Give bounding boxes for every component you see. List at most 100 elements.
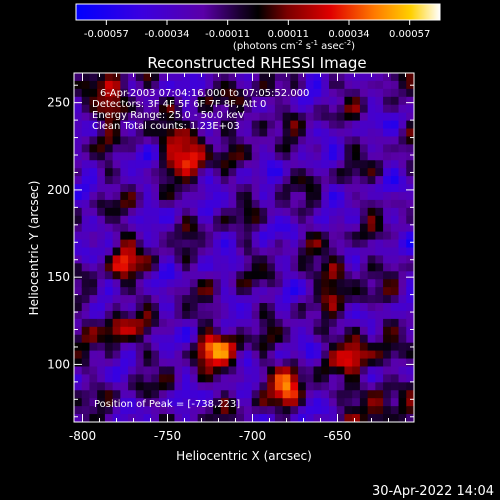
heatmap-cell [220, 390, 230, 399]
heatmap-cell [336, 366, 346, 376]
heatmap-cell [359, 136, 369, 145]
heatmap-cell [120, 406, 129, 415]
heatmap-cell [112, 287, 121, 296]
heatmap-cell [390, 279, 400, 288]
heatmap-cell [205, 223, 214, 233]
heatmap-cell [359, 326, 369, 336]
heatmap-cell [81, 199, 91, 209]
heatmap-cell [336, 318, 346, 328]
heatmap-cell [336, 112, 346, 122]
heatmap-cell [151, 295, 160, 304]
heatmap-cell [359, 96, 369, 106]
heatmap-cell [305, 144, 315, 153]
heatmap-cell [251, 326, 261, 336]
heatmap-cell [367, 152, 376, 161]
heatmap-cell [274, 152, 284, 161]
heatmap-cell [182, 199, 191, 209]
heatmap-cell [228, 80, 237, 90]
heatmap-cell [236, 366, 245, 376]
heatmap-cell [166, 374, 176, 383]
heatmap-cell [313, 342, 322, 352]
heatmap-cell [313, 215, 322, 225]
heatmap-cell [282, 184, 291, 193]
heatmap-cell [213, 104, 222, 114]
heatmap-cell [282, 374, 291, 383]
heatmap-cell [128, 414, 137, 422]
heatmap-cell [244, 390, 253, 399]
heatmap-cell [143, 128, 152, 138]
heatmap-cell [298, 239, 307, 249]
heatmap-cell [305, 374, 315, 383]
heatmap-cell [159, 310, 168, 320]
heatmap-cell [166, 271, 176, 280]
heatmap-cell [112, 255, 121, 264]
heatmap-cell [197, 176, 206, 185]
heatmap-cell [135, 199, 145, 209]
heatmap-cell [174, 88, 183, 98]
heatmap-cell [375, 184, 384, 193]
heatmap-cell [298, 80, 307, 90]
heatmap-cell [398, 231, 407, 241]
heatmap-cell [305, 96, 315, 106]
heatmap-cell [313, 144, 322, 153]
heatmap-cell [166, 382, 176, 391]
heatmap-cell [120, 112, 129, 122]
heatmap-cell [151, 414, 160, 422]
heatmap-cell [89, 80, 98, 90]
heatmap-cell [244, 80, 253, 90]
heatmap-cell [329, 144, 338, 153]
heatmap-cell [352, 382, 361, 391]
heatmap-cell [329, 152, 338, 161]
heatmap-cell [189, 112, 199, 122]
heatmap-cell [329, 303, 338, 312]
heatmap-cell [228, 342, 237, 352]
heatmap-cell [359, 271, 369, 280]
heatmap-cell [197, 295, 206, 304]
heatmap-cell [390, 382, 400, 391]
heatmap-cell [329, 191, 338, 201]
heatmap-cell [112, 136, 121, 145]
heatmap-cell [244, 191, 253, 201]
heatmap-cell [359, 279, 369, 288]
heatmap-cell [313, 358, 322, 368]
heatmap-cell [213, 136, 222, 145]
heatmap-cell [383, 263, 392, 272]
heatmap-cell [329, 120, 338, 130]
heatmap-cell [406, 390, 414, 399]
heatmap-cell [220, 88, 230, 98]
heatmap-cell [182, 112, 191, 122]
heatmap-cell [313, 152, 322, 161]
heatmap-cell [298, 398, 307, 407]
heatmap-cell [89, 207, 98, 217]
heatmap-cell [135, 207, 145, 217]
heatmap-cell [406, 279, 414, 288]
heatmap-cell [174, 318, 183, 328]
heatmap-cell [205, 120, 214, 130]
heatmap-cell [367, 215, 376, 225]
heatmap-cell [74, 279, 83, 288]
heatmap-cell [174, 247, 183, 257]
heatmap-cell [205, 136, 214, 145]
heatmap-cell [205, 73, 214, 82]
heatmap-cell [274, 168, 284, 177]
heatmap-cell [259, 287, 268, 296]
heatmap-cell [383, 398, 392, 407]
heatmap-cell [274, 279, 284, 288]
heatmap-cell [182, 80, 191, 90]
heatmap-cell [128, 199, 137, 209]
heatmap-cell [244, 160, 253, 169]
heatmap-cell [112, 207, 121, 217]
heatmap-cell [89, 342, 98, 352]
heatmap-cell [313, 279, 322, 288]
heatmap-cell [143, 152, 152, 161]
heatmap-cell [321, 144, 330, 153]
heatmap-cell [375, 112, 384, 122]
heatmap-cell [282, 382, 291, 391]
heatmap-cell [359, 73, 369, 82]
heatmap-cell [313, 398, 322, 407]
heatmap-cell [213, 191, 222, 201]
heatmap-cell [205, 80, 214, 90]
heatmap-cell [344, 207, 353, 217]
info-line: Clean Total counts: 1.23E+03 [92, 121, 240, 132]
heatmap-cell [104, 310, 114, 320]
